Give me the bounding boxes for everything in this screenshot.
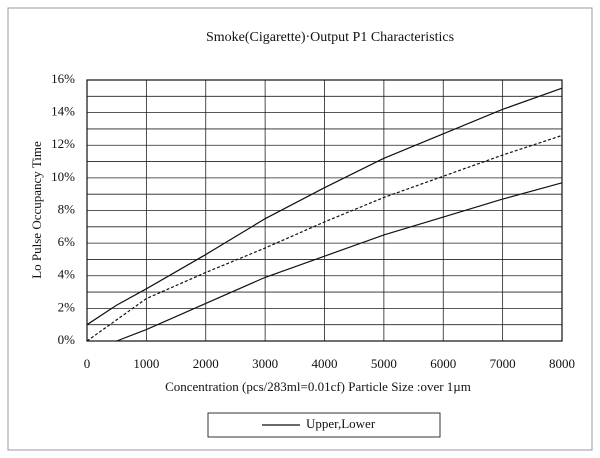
chart-title: Smoke(Cigarette)·Output P1 Characteristi…	[206, 30, 454, 45]
legend-label: Upper,Lower	[306, 416, 376, 431]
x-tick-label: 3000	[252, 356, 278, 371]
series-line	[116, 182, 563, 342]
x-tick-label: 6000	[430, 356, 456, 371]
y-axis-label: Lo Pulse Occupancy Time	[29, 141, 44, 279]
x-tick-label: 8000	[549, 356, 575, 371]
y-tick-label: 10%	[51, 169, 75, 184]
x-tick-label: 7000	[490, 356, 516, 371]
x-tick-label: 1000	[133, 356, 159, 371]
x-tick-label: 5000	[371, 356, 397, 371]
x-tick-label: 2000	[193, 356, 219, 371]
y-tick-label: 12%	[51, 136, 75, 151]
series-line	[86, 134, 563, 342]
y-tick-label: 8%	[58, 201, 76, 216]
legend-box	[207, 412, 441, 438]
plot-border	[86, 79, 563, 342]
x-tick-label: 0	[84, 356, 91, 371]
y-tick-label: 16%	[51, 71, 75, 86]
y-tick-label: 0%	[58, 332, 76, 347]
frame	[7, 7, 593, 451]
x-axis-label: Concentration (pcs/283ml=0.01cf) Particl…	[165, 379, 471, 394]
x-tick-label: 4000	[312, 356, 338, 371]
series-line	[86, 87, 563, 326]
y-tick-label: 6%	[58, 234, 76, 249]
y-tick-label: 2%	[58, 299, 76, 314]
y-tick-label: 4%	[58, 267, 76, 282]
y-tick-label: 14%	[51, 104, 75, 119]
